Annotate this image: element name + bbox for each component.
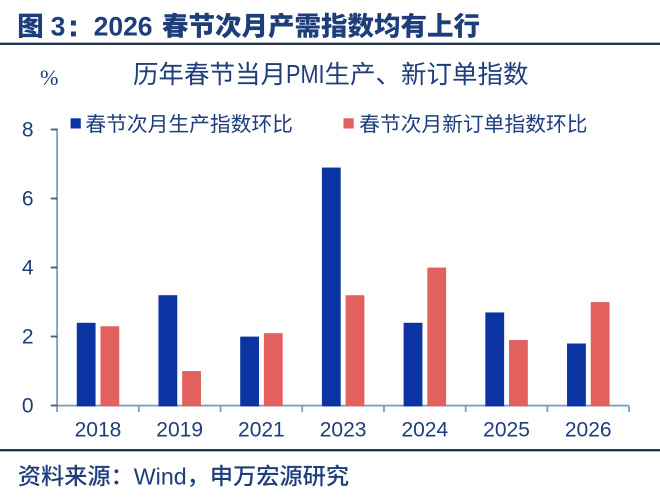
svg-text:2021: 2021 <box>238 419 285 442</box>
svg-text:2024: 2024 <box>401 419 448 442</box>
svg-text:2019: 2019 <box>156 419 203 442</box>
svg-text:0: 0 <box>22 394 34 417</box>
svg-text:2018: 2018 <box>75 419 122 442</box>
svg-text:6: 6 <box>22 187 34 210</box>
svg-text:4: 4 <box>22 256 34 279</box>
svg-text:3: 3 <box>51 11 66 41</box>
svg-text:2026: 2026 <box>94 11 153 41</box>
svg-text:2: 2 <box>22 325 34 348</box>
svg-text:%: % <box>40 65 58 90</box>
svg-text:8: 8 <box>22 118 34 141</box>
svg-text:PMI: PMI <box>286 61 325 89</box>
svg-text:2023: 2023 <box>320 419 367 442</box>
svg-text:Wind: Wind <box>134 463 187 489</box>
svg-text:2025: 2025 <box>483 419 530 442</box>
svg-text:2026: 2026 <box>565 419 612 442</box>
